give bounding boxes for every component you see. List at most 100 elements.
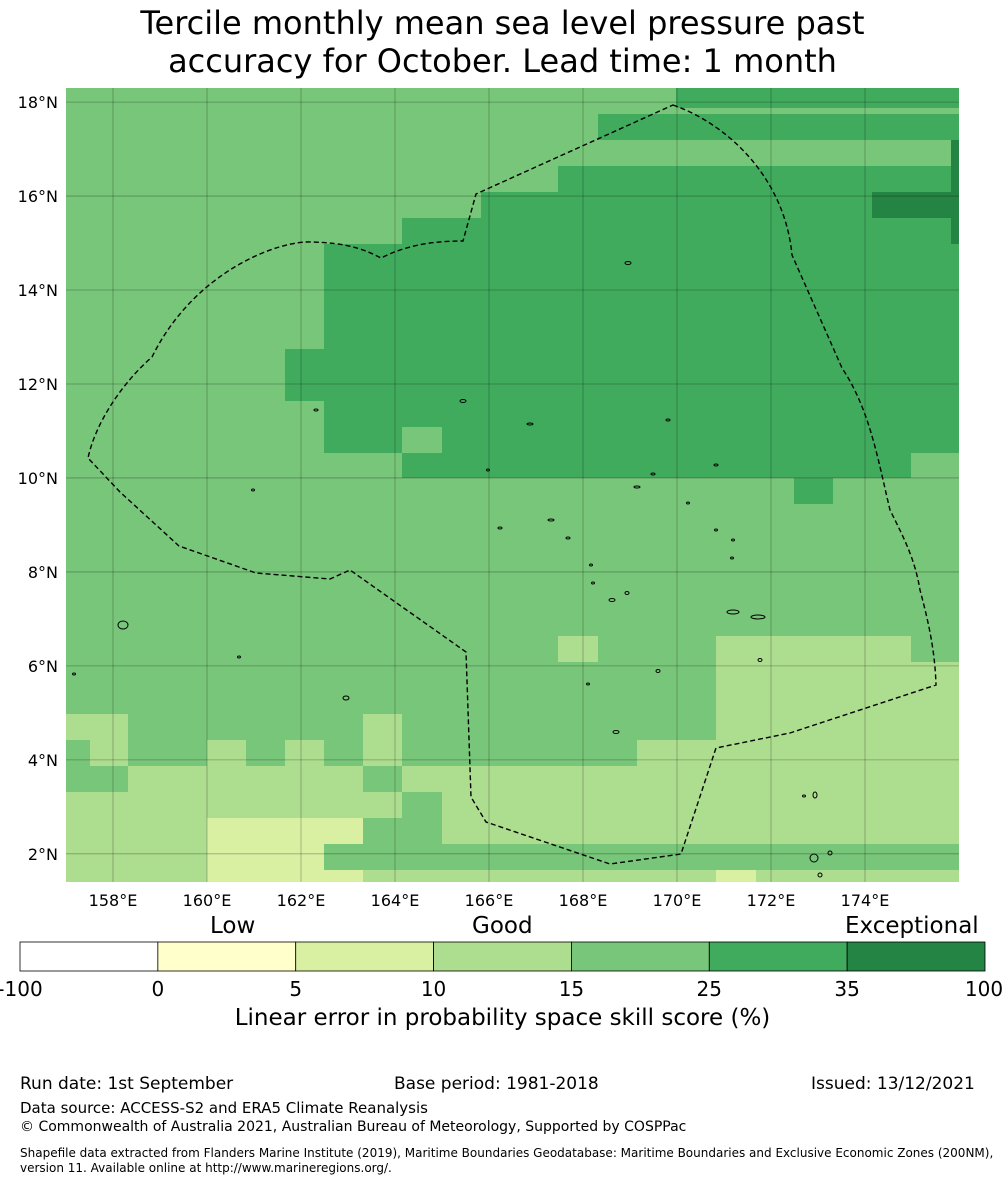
colorbar-tick-label: 15 [558, 977, 585, 1001]
longitude-tick-label: 172°E [747, 891, 796, 910]
longitude-tick-label: 174°E [841, 891, 890, 910]
skill-cell [66, 714, 128, 740]
island-outline [817, 872, 823, 878]
base-period: Base period: 1981-2018 [394, 1074, 599, 1094]
latitude-tick-label: 10°N [18, 469, 58, 488]
skill-cell [66, 792, 363, 818]
island-outline [726, 609, 740, 615]
colorbar-tick-label: 35 [834, 977, 860, 1001]
skill-cell [716, 662, 959, 714]
island-outline [809, 853, 819, 863]
island-outline [665, 418, 671, 422]
issued-date: Issued: 13/12/2021 [811, 1074, 975, 1094]
island-outline [730, 556, 734, 560]
skill-cell [637, 740, 959, 766]
skill-cell [558, 636, 598, 662]
island-outline [589, 563, 593, 567]
skill-cell [558, 166, 959, 192]
skill-cell [402, 453, 911, 478]
skill-cell [598, 766, 959, 792]
colorbar-tick-label: 100 [964, 977, 1004, 1001]
colorbar-tick-label: 0 [151, 977, 165, 1001]
island-outline [117, 620, 129, 630]
island-outline [313, 408, 319, 412]
longitude-tick-label: 164°E [371, 891, 420, 910]
tier-good-label: Good [472, 913, 533, 939]
island-outline [608, 598, 616, 602]
skill-cell [363, 792, 402, 818]
colorbar-tick-label: -100 [0, 977, 43, 1001]
island-outline [497, 526, 503, 530]
skill-score-grid [66, 88, 959, 882]
skill-cell [207, 844, 324, 882]
colorbar-segment [846, 941, 986, 972]
colorbar-segment [571, 941, 710, 972]
map-title-line1: Tercile monthly mean sea level pressure … [140, 4, 865, 42]
island-outline [650, 472, 656, 476]
island-outline [714, 528, 718, 532]
latitude-tick-label: 14°N [18, 281, 58, 300]
island-outline [812, 791, 818, 799]
island-outline [757, 658, 763, 662]
colorbar-tick-label: 10 [420, 977, 447, 1001]
colorbar-label: Linear error in probability space skill … [234, 1005, 771, 1031]
island-outline [586, 682, 590, 686]
tier-exceptional-label: Exceptional [845, 913, 979, 939]
island-outline [237, 655, 241, 659]
map-title-line2: accuracy for October. Lead time: 1 month [168, 42, 837, 80]
latitude-tick-label: 2°N [28, 845, 58, 864]
skill-cell [402, 218, 959, 244]
run-date: Run date: 1st September [20, 1074, 234, 1094]
island-outline [731, 538, 735, 542]
colorbar-segment [295, 941, 434, 972]
skill-cell [207, 740, 246, 766]
island-outline [612, 730, 620, 734]
skill-cell [363, 818, 442, 844]
skill-cell [363, 714, 402, 766]
skill-cell [285, 740, 324, 766]
colorbar-segment [157, 941, 297, 972]
colorbar [19, 941, 986, 972]
skill-cell [676, 88, 959, 108]
longitude-ticks: 158°E 160°E 162°E 164°E 166°E 168°E 170°E 172°E… [89, 891, 890, 910]
latitude-tick-label: 18°N [18, 93, 58, 112]
copyright-notice: © Commonwealth of Australia 2021, Austra… [20, 1119, 687, 1135]
skill-cell [128, 766, 363, 792]
island-outline [713, 463, 719, 467]
skill-cell [90, 740, 128, 766]
latitude-tick-label: 6°N [28, 657, 58, 676]
skill-cell [66, 818, 207, 844]
skill-cell [951, 140, 959, 244]
longitude-tick-label: 170°E [653, 891, 702, 910]
longitude-tick-label: 158°E [89, 891, 138, 910]
latitude-tick-label: 16°N [18, 187, 58, 206]
data-source: Data source: ACCESS-S2 and ERA5 Climate … [20, 1099, 428, 1117]
skill-cell [324, 244, 959, 349]
skill-cell [716, 870, 756, 882]
skill-cell [794, 478, 833, 504]
skill-cell [442, 818, 959, 844]
skill-cell [402, 427, 442, 453]
island-outline [802, 794, 806, 798]
colorbar-tick-label: 5 [289, 977, 303, 1001]
skill-cell [716, 636, 911, 662]
skill-cell [716, 714, 959, 740]
longitude-tick-label: 166°E [465, 891, 514, 910]
latitude-tick-label: 4°N [28, 751, 58, 770]
island-outlines [72, 261, 833, 878]
island-outline [624, 591, 630, 595]
island-outline [251, 488, 255, 492]
skill-cell [66, 844, 207, 882]
island-outline [72, 672, 76, 676]
island-outline [655, 669, 661, 673]
colorbar-segment [19, 941, 159, 972]
latitude-ticks: 2°N 4°N 6°N 8°N 10°N 12°N 14°N 16°N 18°N [18, 93, 58, 864]
skill-cell [324, 870, 363, 882]
skill-cell [402, 766, 598, 792]
latitude-tick-label: 12°N [18, 375, 58, 394]
skill-cell [207, 818, 363, 844]
shapefile-credit: Shapefile data extracted from Flanders M… [20, 1146, 994, 1175]
skill-cell [598, 114, 959, 140]
colorbar-tick-label: 25 [696, 977, 723, 1001]
island-outline [686, 501, 690, 505]
